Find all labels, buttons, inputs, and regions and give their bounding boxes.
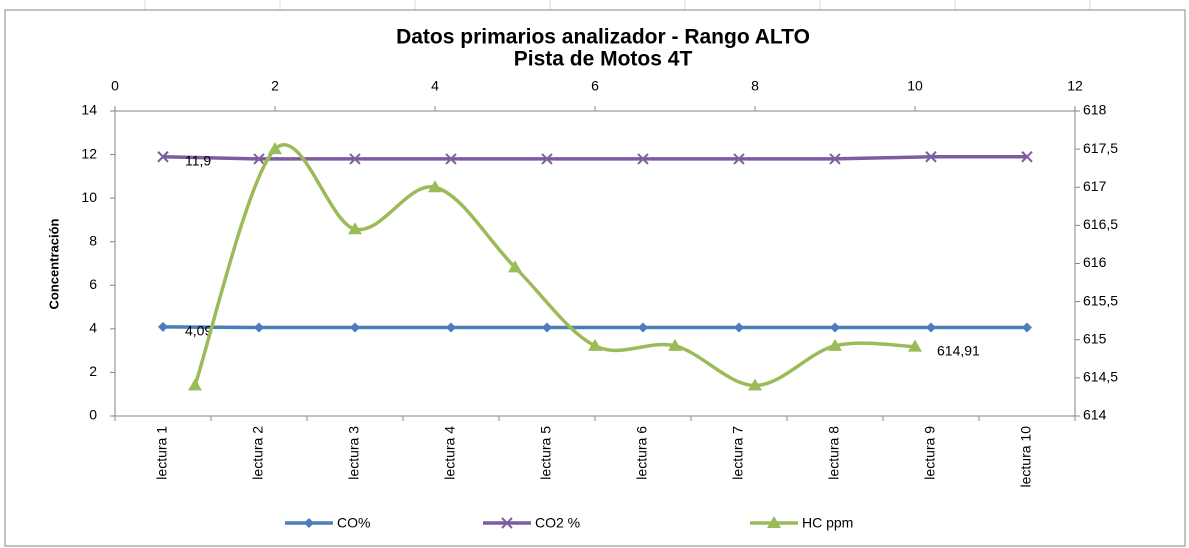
marker (253, 153, 265, 165)
marker (188, 378, 202, 391)
y-tick-label: 10 (81, 189, 97, 205)
marker (428, 180, 442, 193)
x-category-label: lectura 10 (1018, 426, 1034, 488)
y2-tick-label: 616 (1083, 254, 1107, 270)
x-tick-label: 6 (591, 78, 599, 94)
x-category-label: lectura 6 (634, 426, 650, 480)
y2-tick-label: 615,5 (1083, 292, 1118, 308)
y2-tick-label: 617,5 (1083, 140, 1118, 156)
marker (668, 338, 682, 351)
marker (748, 378, 762, 391)
marker (830, 322, 840, 333)
marker (828, 338, 842, 351)
marker (588, 338, 602, 351)
y-tick-label: 2 (89, 363, 97, 379)
marker (1022, 322, 1032, 333)
marker (157, 151, 169, 163)
data-label: 614,91 (937, 342, 980, 358)
marker (350, 322, 360, 333)
legend-label: HC ppm (802, 515, 853, 531)
legend-marker (501, 517, 513, 529)
x-category-label: lectura 7 (730, 426, 746, 480)
x-tick-label: 2 (271, 78, 279, 94)
marker (734, 322, 744, 333)
y-tick-label: 0 (89, 407, 97, 423)
data-label: 11,9 (185, 152, 211, 168)
marker (254, 322, 264, 333)
y2-tick-label: 614,5 (1083, 369, 1118, 385)
marker (268, 142, 282, 155)
x-category-label: lectura 4 (442, 426, 458, 480)
y2-tick-label: 615 (1083, 330, 1107, 346)
marker (445, 153, 457, 165)
x-tick-label: 0 (111, 78, 119, 94)
x-tick-label: 8 (751, 78, 759, 94)
marker (733, 153, 745, 165)
y-tick-label: 4 (89, 320, 97, 336)
marker (908, 339, 922, 352)
legend-label: CO% (337, 515, 370, 531)
marker (349, 153, 361, 165)
marker (1021, 151, 1033, 163)
y2-tick-label: 614 (1083, 407, 1107, 423)
y2-tick-label: 618 (1083, 102, 1107, 118)
marker (638, 322, 648, 333)
marker (446, 322, 456, 333)
marker (158, 321, 168, 332)
marker (541, 153, 553, 165)
chart-subtitle: Pista de Motos 4T (514, 48, 693, 71)
sheet-grid (144, 0, 1091, 10)
chart-frame (4, 9, 1186, 547)
x-category-label: lectura 1 (154, 426, 170, 480)
y-axis-label: Concentración (46, 218, 61, 309)
marker (542, 322, 552, 333)
x-category-label: lectura 3 (346, 426, 362, 480)
y-tick-label: 12 (81, 145, 97, 161)
x-tick-label: 12 (1067, 78, 1083, 94)
y-tick-label: 8 (89, 232, 97, 248)
x-category-label: lectura 5 (538, 426, 554, 480)
x-category-label: lectura 8 (826, 426, 842, 480)
series-line (162, 155, 1027, 161)
y2-tick-label: 617 (1083, 178, 1107, 194)
y2-tick-label: 616,5 (1083, 216, 1118, 232)
marker (508, 260, 522, 273)
marker (925, 151, 937, 163)
legend-marker (767, 516, 781, 528)
marker (637, 153, 649, 165)
marker (829, 153, 841, 165)
marker (926, 322, 936, 333)
y-tick-label: 14 (81, 102, 97, 118)
x-category-label: lectura 9 (922, 426, 938, 480)
data-label: 4,09 (185, 323, 212, 339)
legend-marker (304, 518, 314, 528)
x-category-label: lectura 2 (250, 426, 266, 480)
y-tick-label: 6 (89, 276, 97, 292)
marker (348, 222, 362, 235)
x-tick-label: 4 (431, 78, 439, 94)
x-tick-label: 10 (907, 78, 923, 94)
legend-label: CO2 % (535, 515, 580, 531)
series-line (162, 325, 1027, 330)
chart-title: Datos primarios analizador - Rango ALTO (396, 26, 810, 49)
